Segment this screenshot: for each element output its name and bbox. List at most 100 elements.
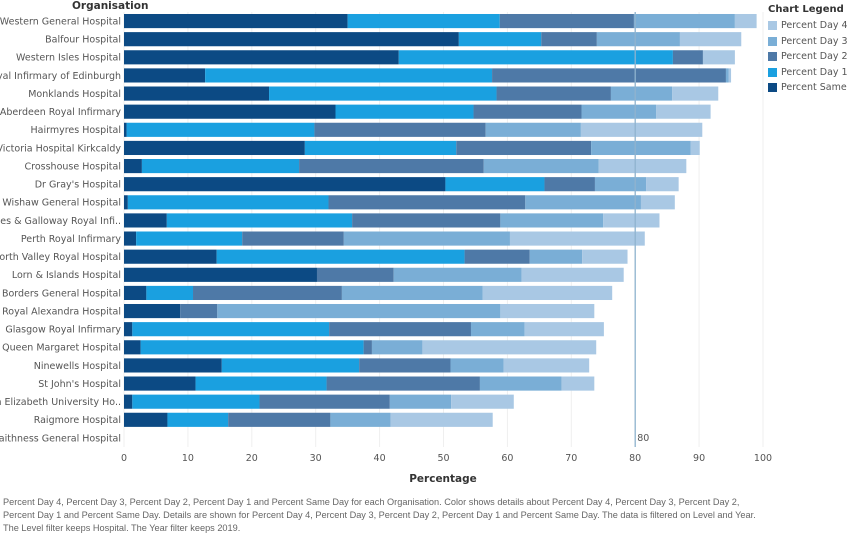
bar-segment[interactable] <box>304 140 457 156</box>
bar-segment[interactable] <box>672 50 703 65</box>
bar-segment[interactable] <box>525 195 641 210</box>
bar-segment[interactable] <box>352 213 501 228</box>
bar-segment[interactable] <box>398 50 673 65</box>
bar-segment[interactable] <box>124 140 305 156</box>
bar-segment[interactable] <box>221 358 360 373</box>
bar-segment[interactable] <box>422 340 597 355</box>
bar-segment[interactable] <box>343 231 510 246</box>
bar-segment[interactable] <box>193 285 342 301</box>
bar-segment[interactable] <box>393 267 522 282</box>
bar-segment[interactable] <box>330 412 391 427</box>
bar-segment[interactable] <box>341 285 483 301</box>
bar-segment[interactable] <box>473 104 582 119</box>
bar-segment[interactable] <box>496 86 611 101</box>
bar-segment[interactable] <box>580 122 703 137</box>
bar-segment[interactable] <box>217 303 501 319</box>
bar-segment[interactable] <box>541 32 597 47</box>
bar-segment[interactable] <box>500 303 595 319</box>
bar-segment[interactable] <box>216 249 465 264</box>
bar-segment[interactable] <box>363 340 372 355</box>
bar-segment[interactable] <box>124 285 147 301</box>
bar-segment[interactable] <box>646 177 679 192</box>
bar-segment[interactable] <box>269 86 497 101</box>
bar-segment[interactable] <box>328 195 526 210</box>
bar-segment[interactable] <box>529 249 583 264</box>
bar-segment[interactable] <box>167 412 229 427</box>
bar-segment[interactable] <box>734 13 757 29</box>
bar-segment[interactable] <box>591 140 691 156</box>
bar-segment[interactable] <box>544 177 595 192</box>
bar-segment[interactable] <box>451 394 514 409</box>
bar-segment[interactable] <box>359 358 451 373</box>
bar-segment[interactable] <box>242 231 344 246</box>
bar-segment[interactable] <box>124 104 336 119</box>
bar-segment[interactable] <box>124 122 127 137</box>
bar-segment[interactable] <box>371 340 423 355</box>
bar-segment[interactable] <box>124 231 137 246</box>
bar-segment[interactable] <box>124 394 133 409</box>
bar-segment[interactable] <box>656 104 711 119</box>
bar-segment[interactable] <box>195 376 327 391</box>
bar-segment[interactable] <box>464 249 530 264</box>
bar-segment[interactable] <box>329 322 471 337</box>
bar-segment[interactable] <box>166 213 353 228</box>
bar-segment[interactable] <box>389 394 452 409</box>
bar-segment[interactable] <box>390 412 493 427</box>
bar-segment[interactable] <box>456 140 592 156</box>
bar-segment[interactable] <box>561 376 595 391</box>
bar-segment[interactable] <box>445 177 545 192</box>
legend-item[interactable]: Percent Day 1 <box>768 65 850 81</box>
bar-segment[interactable] <box>596 32 680 47</box>
bar-segment[interactable] <box>603 213 660 228</box>
bar-segment[interactable] <box>492 68 726 83</box>
bar-segment[interactable] <box>140 340 364 355</box>
bar-segment[interactable] <box>124 267 317 282</box>
bar-segment[interactable] <box>141 158 300 174</box>
bar-segment[interactable] <box>124 50 399 65</box>
bar-segment[interactable] <box>124 412 168 427</box>
bar-segment[interactable] <box>582 249 628 264</box>
bar-segment[interactable] <box>500 213 604 228</box>
bar-segment[interactable] <box>679 32 742 47</box>
legend-item[interactable]: Percent Day 4 <box>768 18 850 34</box>
legend-item[interactable]: Percent Same Day <box>768 80 850 96</box>
bar-segment[interactable] <box>503 358 590 373</box>
bar-segment[interactable] <box>124 32 459 47</box>
bar-segment[interactable] <box>124 13 348 29</box>
bar-segment[interactable] <box>610 86 673 101</box>
bar-segment[interactable] <box>326 376 480 391</box>
bar-segment[interactable] <box>690 140 700 156</box>
bar-segment[interactable] <box>458 32 542 47</box>
bar-segment[interactable] <box>335 104 474 119</box>
bar-segment[interactable] <box>132 394 260 409</box>
bar-segment[interactable] <box>259 394 390 409</box>
bar-segment[interactable] <box>470 322 525 337</box>
bar-segment[interactable] <box>598 158 687 174</box>
bar-segment[interactable] <box>127 195 329 210</box>
bar-segment[interactable] <box>521 267 624 282</box>
bar-segment[interactable] <box>581 104 657 119</box>
bar-segment[interactable] <box>728 68 732 83</box>
bar-segment[interactable] <box>594 177 647 192</box>
bar-segment[interactable] <box>509 231 645 246</box>
bar-segment[interactable] <box>640 195 675 210</box>
bar-segment[interactable] <box>124 340 141 355</box>
bar-segment[interactable] <box>479 376 562 391</box>
bar-segment[interactable] <box>126 122 315 137</box>
bar-segment[interactable] <box>146 285 194 301</box>
legend-item[interactable]: Percent Day 2 <box>768 49 850 65</box>
bar-segment[interactable] <box>124 249 217 264</box>
bar-segment[interactable] <box>633 13 735 29</box>
bar-segment[interactable] <box>485 122 581 137</box>
bar-segment[interactable] <box>316 267 394 282</box>
bar-segment[interactable] <box>180 303 218 319</box>
bar-segment[interactable] <box>702 50 735 65</box>
bar-segment[interactable] <box>347 13 500 29</box>
bar-segment[interactable] <box>483 158 599 174</box>
bar-segment[interactable] <box>228 412 331 427</box>
bar-segment[interactable] <box>499 13 634 29</box>
bar-segment[interactable] <box>524 322 604 337</box>
bar-segment[interactable] <box>124 376 196 391</box>
bar-segment[interactable] <box>725 68 729 83</box>
bar-segment[interactable] <box>124 358 222 373</box>
